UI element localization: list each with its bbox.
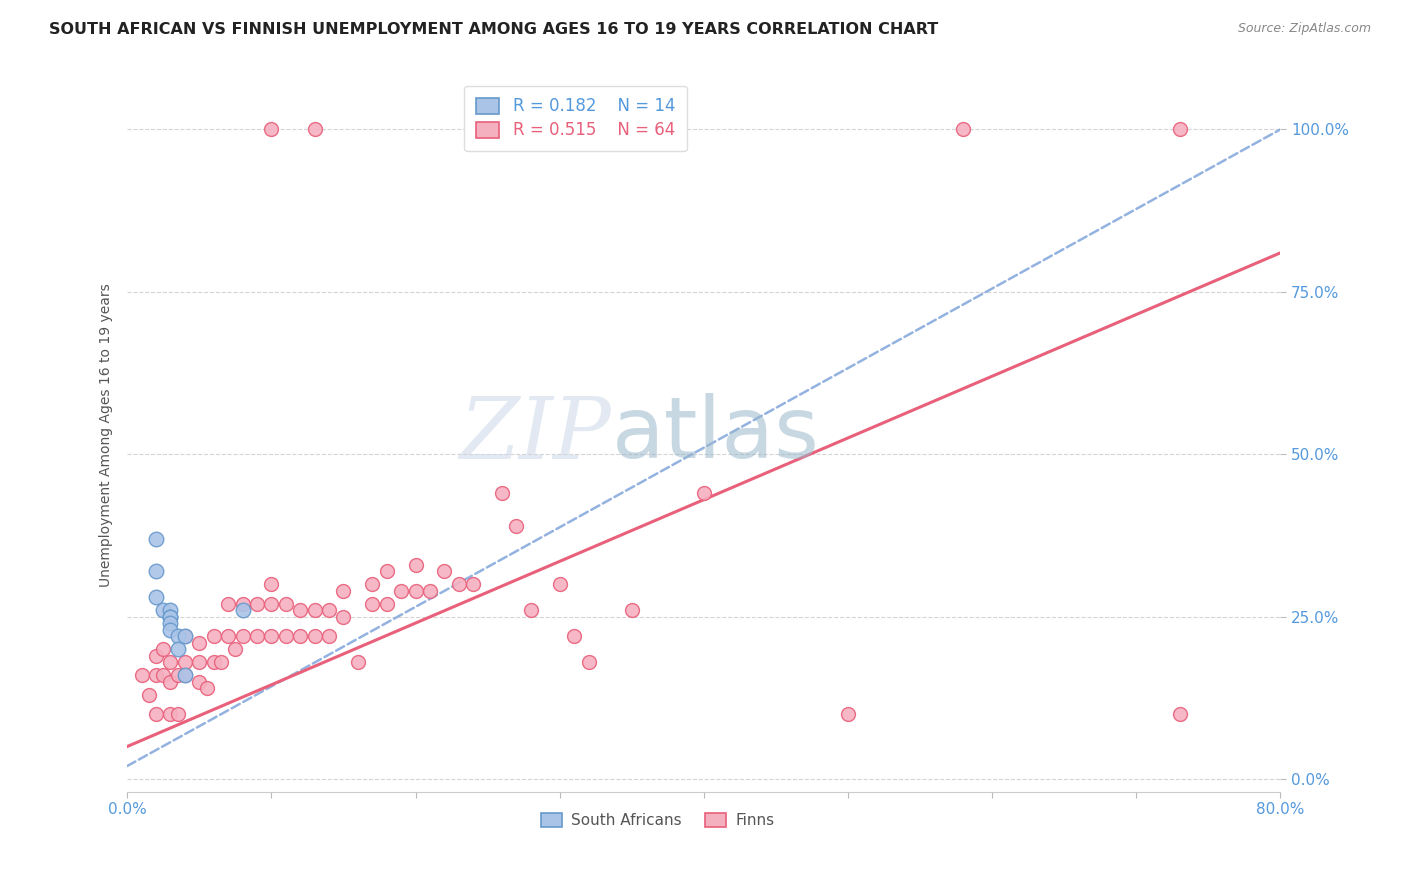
Point (405, 583, 427, 598)
Point (318, 603, 340, 617)
Point (375, 564, 398, 578)
Point (578, 655, 600, 669)
Point (152, 642, 174, 657)
Point (433, 564, 456, 578)
Point (195, 681, 218, 695)
Point (290, 629, 312, 643)
Point (152, 668, 174, 682)
Point (260, 597, 283, 611)
Point (952, 122, 974, 136)
Point (290, 603, 312, 617)
Point (145, 648, 167, 663)
Point (145, 668, 167, 682)
Point (548, 577, 571, 591)
Point (159, 655, 181, 669)
Point (232, 603, 254, 617)
Point (145, 564, 167, 578)
Point (332, 609, 354, 624)
Point (636, 122, 658, 136)
Point (260, 577, 283, 591)
Point (505, 518, 527, 533)
Point (232, 597, 254, 611)
Point (837, 706, 859, 721)
Point (166, 668, 188, 682)
Point (361, 597, 384, 611)
Point (405, 558, 427, 572)
Point (304, 122, 326, 136)
Point (463, 577, 485, 591)
Point (304, 603, 326, 617)
Text: Source: ZipAtlas.com: Source: ZipAtlas.com (1237, 22, 1371, 36)
Point (145, 590, 167, 604)
Point (274, 597, 297, 611)
Point (505, 122, 527, 136)
Point (562, 629, 585, 643)
Point (1168, 122, 1191, 136)
Point (318, 629, 340, 643)
Point (447, 577, 470, 591)
Point (520, 603, 543, 617)
Point (174, 668, 197, 682)
Point (159, 616, 181, 631)
Point (166, 629, 188, 643)
Point (693, 486, 716, 500)
Point (260, 629, 283, 643)
Point (260, 122, 283, 136)
Point (131, 668, 153, 682)
Point (491, 486, 513, 500)
Point (202, 655, 225, 669)
Point (304, 629, 326, 643)
Point (159, 603, 181, 617)
Point (217, 597, 239, 611)
Point (246, 629, 269, 643)
Text: SOUTH AFRICAN VS FINNISH UNEMPLOYMENT AMONG AGES 16 TO 19 YEARS CORRELATION CHAR: SOUTH AFRICAN VS FINNISH UNEMPLOYMENT AM… (49, 22, 938, 37)
Point (232, 629, 254, 643)
Text: ZIP: ZIP (460, 393, 612, 476)
Point (159, 609, 181, 624)
Point (159, 623, 181, 637)
Point (224, 642, 246, 657)
Point (419, 583, 441, 598)
Point (166, 642, 188, 657)
Point (152, 603, 174, 617)
Point (389, 583, 412, 598)
Point (159, 609, 181, 624)
Point (246, 597, 269, 611)
Point (145, 532, 167, 546)
Y-axis label: Unemployment Among Ages 16 to 19 years: Unemployment Among Ages 16 to 19 years (100, 283, 114, 587)
Point (1168, 706, 1191, 721)
Point (159, 674, 181, 689)
Point (138, 688, 160, 702)
Point (332, 583, 354, 598)
Point (174, 655, 197, 669)
Point (159, 706, 181, 721)
Point (188, 674, 211, 689)
Point (217, 629, 239, 643)
Point (145, 706, 167, 721)
Point (361, 577, 384, 591)
Point (188, 635, 211, 649)
Point (174, 629, 197, 643)
Point (620, 603, 643, 617)
Point (375, 597, 398, 611)
Point (174, 668, 197, 682)
Point (274, 629, 297, 643)
Text: atlas: atlas (612, 393, 820, 476)
Point (174, 629, 197, 643)
Point (188, 655, 211, 669)
Legend: South Africans, Finns: South Africans, Finns (534, 806, 780, 834)
Point (202, 629, 225, 643)
Point (166, 706, 188, 721)
Point (347, 655, 370, 669)
Point (209, 655, 232, 669)
